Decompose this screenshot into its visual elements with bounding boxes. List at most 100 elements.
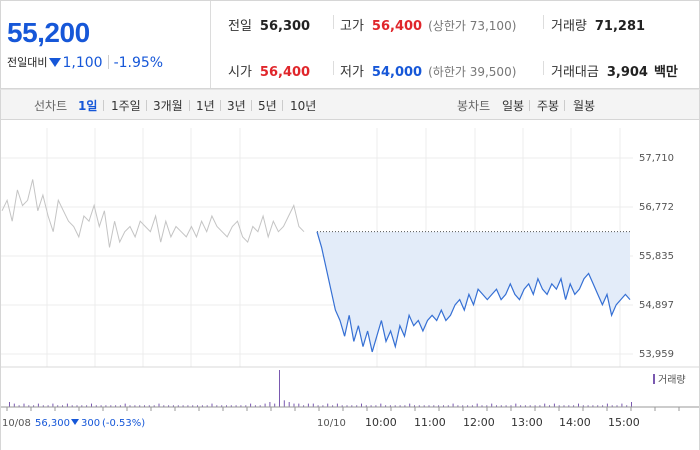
volume-bar <box>298 403 300 407</box>
stat-value: 71,281 <box>594 19 646 34</box>
volume-bar <box>587 405 589 407</box>
volume-bar <box>602 405 604 407</box>
divider <box>146 100 147 111</box>
candle-chart-label: 봉차트 <box>457 99 491 113</box>
stat-value: 54,000 <box>371 65 423 80</box>
tab-monthly-candle[interactable]: 월봉 <box>573 99 596 113</box>
volume-bar <box>283 400 285 407</box>
volume-bar <box>404 405 406 407</box>
volume-bar <box>95 405 97 407</box>
x-tick-label: 14:00 <box>559 416 591 429</box>
volume-bar <box>351 405 353 407</box>
volume-bar <box>389 405 391 407</box>
volume-bar <box>66 403 68 407</box>
volume-bar <box>172 405 174 407</box>
down-arrow-icon <box>49 58 62 67</box>
volume-bar <box>52 403 54 407</box>
volume-bar <box>476 403 478 407</box>
divider <box>107 55 109 69</box>
change-row: 전일대비 1,100 -1.95% <box>7 54 163 71</box>
volume-bar <box>616 405 618 407</box>
tab-3m[interactable]: 3개월 <box>153 99 183 113</box>
volume-bar <box>558 405 560 407</box>
volume-bar <box>457 405 459 407</box>
volume-bar <box>592 405 594 407</box>
y-tick-label: 57,710 <box>639 153 674 164</box>
volume-bar <box>520 405 522 407</box>
volume-bar <box>336 403 338 407</box>
stat-amount: 거래대금 3,904 백만 <box>551 61 678 80</box>
divider <box>529 100 530 111</box>
volume-bar <box>409 403 411 407</box>
tab-daily-candle[interactable]: 일봉 <box>502 99 525 113</box>
volume-bar <box>206 405 208 407</box>
volume-bar <box>375 405 377 407</box>
divider <box>282 100 283 111</box>
tab-5y[interactable]: 5년 <box>258 99 277 113</box>
stat-prev-close: 전일 56,300 <box>228 15 310 34</box>
volume-bar <box>182 405 184 407</box>
chart-tab-bar: 선차트 1일 1주일 3개월 1년 3년 5년 10년 봉차트 일봉 주봉 월봉 <box>0 89 700 120</box>
stat-label: 시가 <box>228 65 252 80</box>
y-tick-label: 56,772 <box>639 202 674 213</box>
volume-bar <box>399 405 401 407</box>
volume-bar <box>500 405 502 407</box>
volume-bar <box>341 405 343 407</box>
volume-bar <box>510 405 512 407</box>
y-tick-label: 54,897 <box>639 300 674 311</box>
volume-bar <box>33 405 35 407</box>
tab-weekly-candle[interactable]: 주봉 <box>537 99 560 113</box>
volume-bar <box>496 405 497 407</box>
y-tick-label: 55,835 <box>639 251 674 262</box>
stat-label: 저가 <box>340 65 364 80</box>
volume-bar <box>539 405 541 407</box>
tab-10y[interactable]: 10년 <box>290 99 317 113</box>
volume-bar <box>37 403 39 407</box>
volume-bar <box>153 405 155 407</box>
chart-canvas[interactable]: 57,710 56,772 55,835 54,897 53,959 거래량 10:00… <box>1 120 699 450</box>
volume-bar <box>481 405 483 407</box>
x-tick-label: 15:00 <box>608 416 640 429</box>
volume-bar <box>259 405 261 407</box>
volume-bar <box>197 405 198 407</box>
volume-bar <box>423 405 425 407</box>
divider <box>251 100 252 111</box>
volume-bar <box>129 405 131 407</box>
volume-bar <box>168 405 170 407</box>
y-axis-labels: 57,710 56,772 55,835 54,897 53,959 <box>639 153 674 360</box>
volume-bar <box>211 403 213 407</box>
volume-bar <box>573 405 575 407</box>
volume-bar <box>144 405 145 407</box>
down-arrow-icon <box>71 419 79 425</box>
volume-bar <box>370 405 372 407</box>
volume-bar <box>274 403 276 407</box>
divider <box>189 100 190 111</box>
volume-bar <box>192 405 194 407</box>
volume-bar <box>57 405 59 407</box>
tab-3y[interactable]: 3년 <box>227 99 246 113</box>
divider <box>220 100 221 111</box>
volume-bar <box>578 403 579 407</box>
y-tick-label: 53,959 <box>639 349 674 360</box>
volume-bar <box>18 405 20 407</box>
stat-volume: 거래량 71,281 <box>551 15 645 34</box>
tab-1y[interactable]: 1년 <box>196 99 215 113</box>
volume-bar <box>216 405 218 407</box>
volume-bar <box>515 403 517 407</box>
stat-label: 고가 <box>340 19 364 34</box>
volume-bar <box>28 405 30 407</box>
tab-1d[interactable]: 1일 <box>78 99 98 113</box>
volume-bar <box>394 405 396 407</box>
volume-bar <box>332 405 334 407</box>
tab-1w[interactable]: 1주일 <box>111 99 141 113</box>
volume-bar <box>428 405 430 407</box>
volume-bar <box>177 405 179 407</box>
footer-change: 300 <box>81 418 100 429</box>
volume-bar <box>240 405 242 407</box>
price-chart[interactable]: 57,710 56,772 55,835 54,897 53,959 거래량 10:00… <box>0 120 700 450</box>
volume-bar <box>356 405 358 407</box>
volume-bar <box>529 405 531 407</box>
prev-day-label: 10/10 <box>317 418 346 429</box>
x-tick-label: 11:00 <box>414 416 446 429</box>
volume-bar <box>361 403 362 407</box>
